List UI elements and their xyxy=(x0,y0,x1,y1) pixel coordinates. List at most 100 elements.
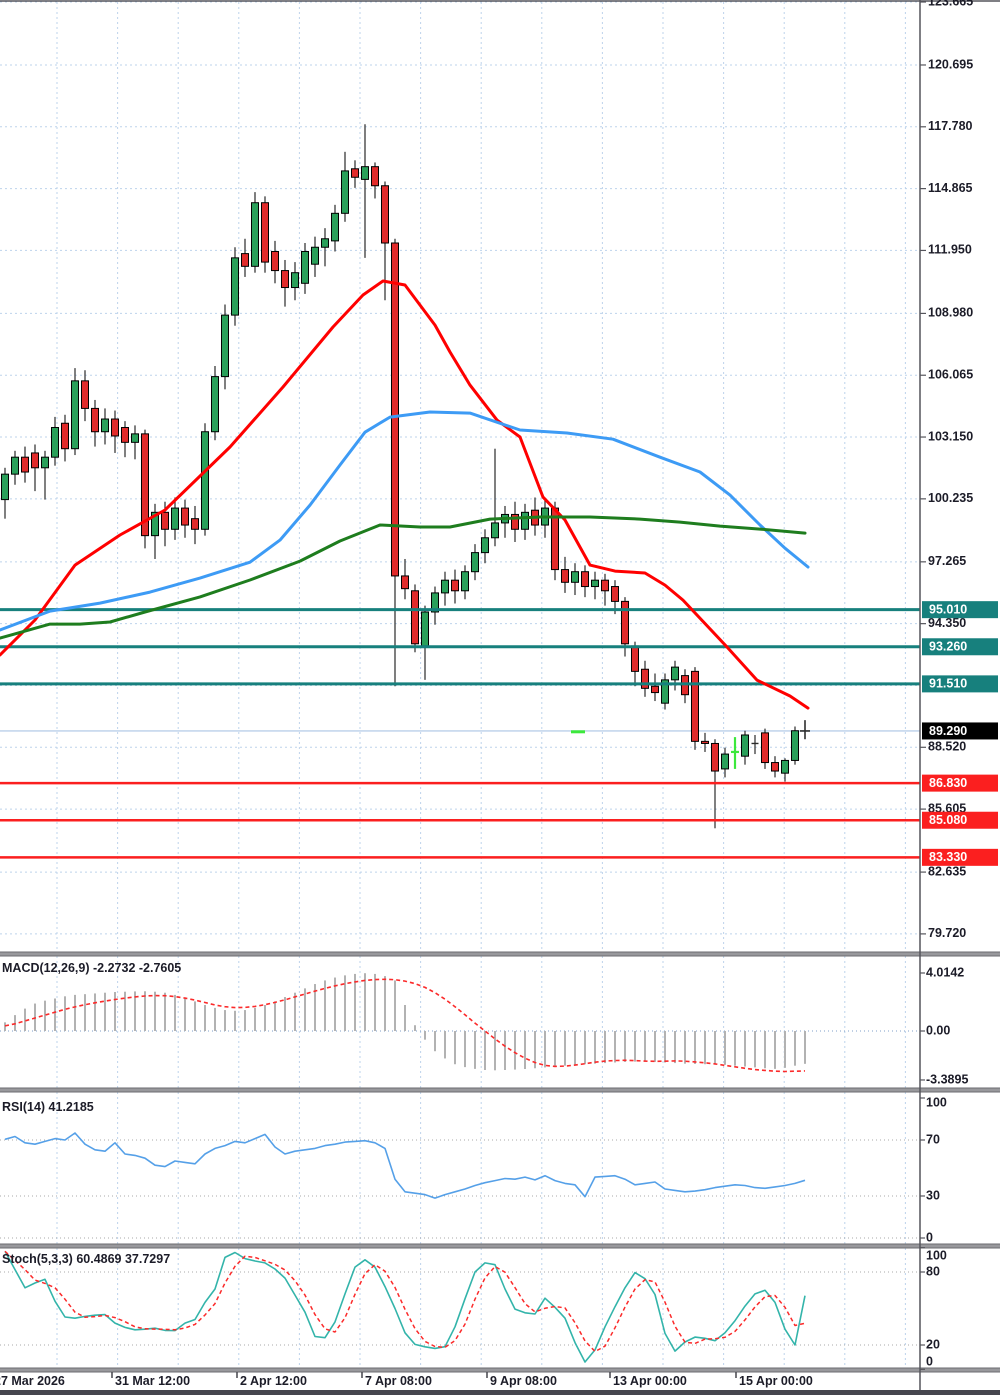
bearish-candle xyxy=(631,645,639,672)
bullish-candle xyxy=(521,511,529,530)
bearish-candle xyxy=(451,579,459,592)
rsi-line xyxy=(4,1132,806,1199)
bullish-candle xyxy=(441,579,449,594)
bullish-candle xyxy=(321,238,329,248)
price-axis-label: 79.720 xyxy=(928,926,966,940)
panel-separator xyxy=(0,1368,1000,1372)
bullish-candle xyxy=(721,753,729,770)
price-tag xyxy=(922,774,998,792)
bullish-candle xyxy=(571,571,579,583)
rsi-axis-label: 30 xyxy=(926,1188,940,1202)
bullish-candle xyxy=(471,552,479,573)
price-tag-label: 86.830 xyxy=(929,776,967,790)
bullish-candle xyxy=(671,666,679,681)
gridlines xyxy=(0,1,920,1368)
bearish-candle xyxy=(281,270,289,289)
bearish-candle xyxy=(381,185,389,244)
bullish-candle xyxy=(251,202,259,267)
price-axis-label: 111.950 xyxy=(928,243,972,257)
price-tag-label: 85.080 xyxy=(929,813,967,827)
price-tag xyxy=(922,811,998,829)
bullish-candle xyxy=(421,611,429,647)
bullish-candle xyxy=(11,456,19,475)
time-axis-label: 31 Mar 12:00 xyxy=(115,1374,191,1388)
time-axis-label: 2 Apr 12:00 xyxy=(240,1374,307,1388)
price-tag-label: 95.010 xyxy=(929,602,967,616)
bearish-candle xyxy=(191,518,199,530)
time-axis-label: 15 Apr 00:00 xyxy=(739,1374,813,1388)
bearish-candle xyxy=(351,168,359,178)
rsi-indicator-label: RSI(14) 41.2185 xyxy=(2,1100,94,1114)
bullish-candle xyxy=(131,433,139,443)
bullish-candle xyxy=(791,730,799,761)
panel-separator xyxy=(0,1244,1000,1248)
bullish-candle xyxy=(781,759,789,774)
bearish-candle xyxy=(61,422,69,450)
bullish-candle xyxy=(301,250,309,284)
bullish-candle xyxy=(491,522,499,539)
price-axis-label: 108.980 xyxy=(928,306,973,320)
price-tag-label: 89.290 xyxy=(929,724,967,738)
bullish-candle xyxy=(291,272,299,289)
macd-signal-line xyxy=(4,978,806,1073)
moving-averages xyxy=(0,279,810,710)
time-axis-label: 7 Apr 08:00 xyxy=(365,1374,432,1388)
rsi-panel xyxy=(0,1132,920,1239)
ma-fast-red xyxy=(0,279,810,710)
bearish-candle xyxy=(581,571,589,588)
price-axis-label: 106.065 xyxy=(928,368,973,382)
stoch-indicator-label: Stoch(5,3,3) 60.4869 37.7297 xyxy=(2,1252,171,1266)
bullish-candle xyxy=(741,734,749,757)
bullish-candle xyxy=(1,473,9,501)
price-tag xyxy=(922,638,998,656)
bearish-candle xyxy=(401,575,409,590)
bullish-candle xyxy=(151,511,159,537)
panel-separator xyxy=(0,952,1000,956)
bullish-candle xyxy=(41,456,49,469)
macd-axis-label: 4.0142 xyxy=(926,965,964,979)
time-axis-ticks xyxy=(111,1372,737,1378)
rsi-axis-label: 100 xyxy=(926,1095,947,1109)
price-tag xyxy=(922,601,998,619)
bearish-candle xyxy=(621,600,629,645)
bearish-candle xyxy=(161,511,169,530)
bearish-candle xyxy=(651,685,659,694)
ma-mid-blue xyxy=(0,410,810,632)
bearish-candle xyxy=(611,586,619,602)
price-axis-label: 120.695 xyxy=(928,57,973,71)
bullish-candle xyxy=(591,579,599,588)
macd-indicator-label: MACD(12,26,9) -2.2732 -2.7605 xyxy=(2,961,182,975)
bullish-candle xyxy=(461,571,469,592)
price-tag-label: 83.330 xyxy=(929,850,967,864)
bearish-candle xyxy=(711,742,719,772)
price-axis-label: 100.235 xyxy=(928,491,973,505)
price-tag xyxy=(922,675,998,693)
bullish-candle xyxy=(51,426,59,458)
stoch-axis-label: 80 xyxy=(926,1264,940,1278)
bearish-candle xyxy=(771,762,779,772)
bearish-candle xyxy=(21,456,29,473)
bullish-candle xyxy=(211,376,219,433)
rsi-axis-label: 0 xyxy=(926,1230,933,1244)
bullish-candle xyxy=(221,314,229,378)
bearish-candle xyxy=(761,732,769,764)
bullish-candle xyxy=(361,166,369,180)
chart-bottom-border xyxy=(0,1390,1000,1395)
bearish-candle xyxy=(391,242,399,577)
bearish-candle xyxy=(241,253,249,267)
candles xyxy=(1,124,810,829)
price-axis: 123.665 120.695 117.780 114.865 111.950 108.9… xyxy=(920,0,998,1370)
price-axis-label: 94.350 xyxy=(928,616,966,630)
bullish-candle xyxy=(231,257,239,316)
stoch-axis-label: 100 xyxy=(926,1248,947,1262)
stoch-k-line xyxy=(4,1250,806,1363)
bearish-candle xyxy=(261,202,269,263)
macd-axis-label: 0.00 xyxy=(926,1023,950,1037)
price-tag-label: 93.260 xyxy=(929,640,967,654)
bearish-candle xyxy=(31,452,39,469)
bullish-candle xyxy=(101,418,109,433)
price-axis-label: 123.665 xyxy=(928,0,973,8)
bearish-candle xyxy=(271,250,279,272)
